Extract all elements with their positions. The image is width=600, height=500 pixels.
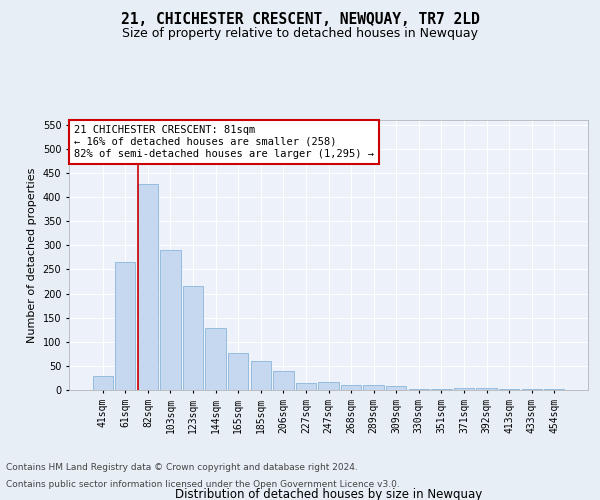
Bar bbox=[454, 388, 474, 390]
Bar bbox=[544, 388, 565, 390]
Bar bbox=[205, 328, 226, 390]
Bar bbox=[386, 386, 406, 390]
Bar bbox=[409, 388, 429, 390]
Bar bbox=[92, 376, 113, 390]
Bar bbox=[160, 250, 181, 390]
Bar bbox=[476, 388, 497, 390]
X-axis label: Distribution of detached houses by size in Newquay: Distribution of detached houses by size … bbox=[175, 488, 482, 500]
Bar bbox=[431, 388, 452, 390]
Bar bbox=[499, 388, 519, 390]
Text: 21, CHICHESTER CRESCENT, NEWQUAY, TR7 2LD: 21, CHICHESTER CRESCENT, NEWQUAY, TR7 2L… bbox=[121, 12, 479, 28]
Text: Contains HM Land Registry data © Crown copyright and database right 2024.: Contains HM Land Registry data © Crown c… bbox=[6, 464, 358, 472]
Bar bbox=[319, 382, 338, 390]
Bar bbox=[228, 354, 248, 390]
Text: Size of property relative to detached houses in Newquay: Size of property relative to detached ho… bbox=[122, 28, 478, 40]
Bar bbox=[115, 262, 136, 390]
Text: Contains public sector information licensed under the Open Government Licence v3: Contains public sector information licen… bbox=[6, 480, 400, 489]
Bar bbox=[364, 385, 384, 390]
Bar bbox=[341, 385, 361, 390]
Bar bbox=[521, 388, 542, 390]
Bar bbox=[138, 184, 158, 390]
Bar bbox=[296, 383, 316, 390]
Bar bbox=[273, 370, 293, 390]
Bar bbox=[251, 361, 271, 390]
Y-axis label: Number of detached properties: Number of detached properties bbox=[27, 168, 37, 342]
Text: 21 CHICHESTER CRESCENT: 81sqm
← 16% of detached houses are smaller (258)
82% of : 21 CHICHESTER CRESCENT: 81sqm ← 16% of d… bbox=[74, 126, 374, 158]
Bar bbox=[183, 286, 203, 390]
